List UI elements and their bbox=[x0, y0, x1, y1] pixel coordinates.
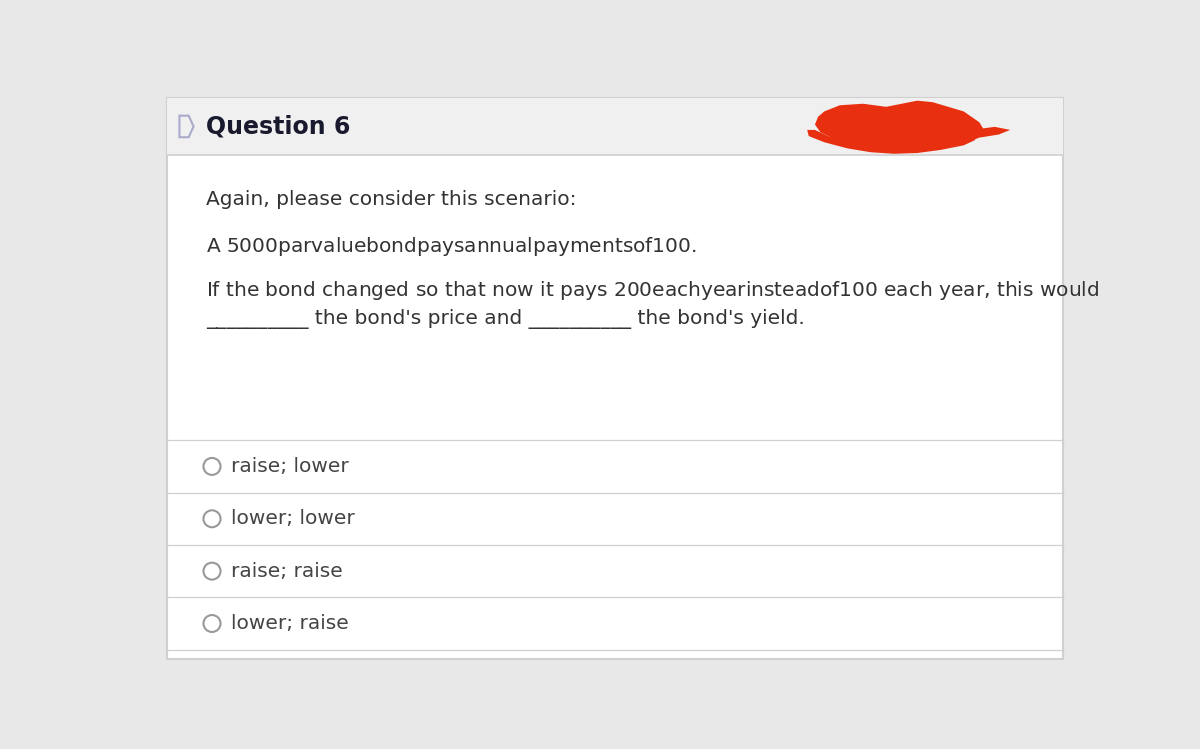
Text: __________ the bond's price and __________ the bond's yield.: __________ the bond's price and ________… bbox=[206, 309, 804, 329]
Text: raise; raise: raise; raise bbox=[230, 562, 342, 580]
Text: Question 6: Question 6 bbox=[206, 115, 350, 139]
FancyBboxPatch shape bbox=[167, 97, 1063, 659]
Text: A $5000 par value bond pays annual payments of $100.: A $5000 par value bond pays annual payme… bbox=[206, 234, 696, 258]
Text: Again, please consider this scenario:: Again, please consider this scenario: bbox=[206, 190, 576, 209]
Text: lower; lower: lower; lower bbox=[230, 509, 354, 528]
FancyBboxPatch shape bbox=[167, 97, 1063, 155]
Text: raise; lower: raise; lower bbox=[230, 457, 348, 476]
Text: lower; raise: lower; raise bbox=[230, 614, 348, 633]
Polygon shape bbox=[815, 100, 1010, 150]
Text: If the bond changed so that now it pays $200 each year instead of $100 each year: If the bond changed so that now it pays … bbox=[206, 279, 1099, 303]
Polygon shape bbox=[808, 130, 976, 154]
